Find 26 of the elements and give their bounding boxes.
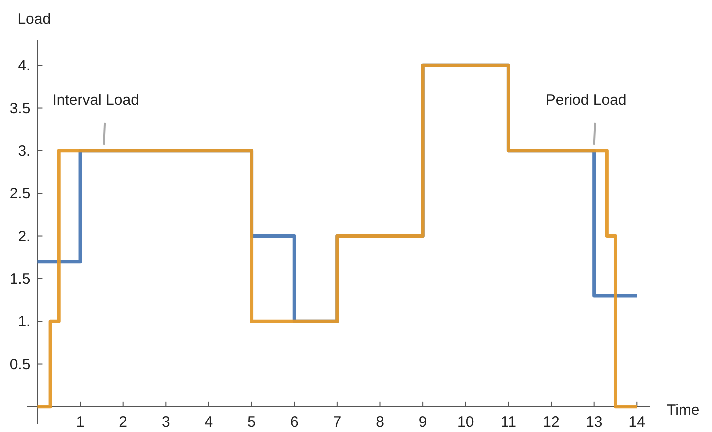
x-tick-label: 11 [500,414,516,431]
y-axis-title: Load [18,11,52,28]
annotation: Interval Load [52,92,140,109]
x-tick-label: 3 [162,414,170,431]
y-tick-label: 4. [18,58,31,75]
x-tick-label: 14 [628,414,646,431]
x-tick-label: 8 [376,414,384,431]
x-axis-title: Time [667,402,700,419]
x-tick-label: 13 [586,414,603,431]
y-tick-label: 1. [18,314,31,331]
y-tick-label: 3.5 [10,100,31,118]
x-tick-label: 10 [458,414,474,431]
y-tick-label: 3. [18,142,31,160]
x-tick-label: 6 [290,414,299,431]
y-tick-label: 2.5 [10,186,31,203]
y-tick-label: 1.5 [10,270,31,288]
y-tick-label: 2. [18,228,31,246]
x-tick-label: 12 [543,414,560,431]
annotation: Period Load [546,92,627,109]
x-tick-label: 4 [204,414,214,431]
x-tick-label: 2 [119,414,128,431]
y-tick-label: 0.5 [10,356,31,374]
x-tick-label: 7 [333,414,342,431]
x-tick-label: 9 [418,414,428,431]
x-tick-label: 1 [76,414,85,431]
x-tick-label: 5 [248,414,256,431]
